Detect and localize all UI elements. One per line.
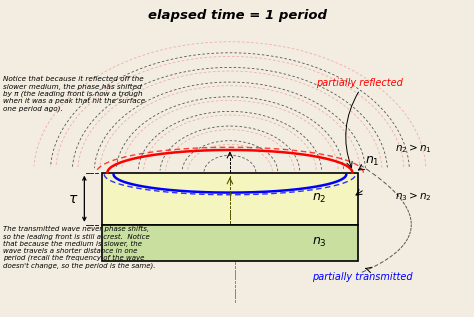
Text: Notice that because it reflected off the
slower medium, the phase has shifted
by: Notice that because it reflected off the… bbox=[3, 76, 146, 112]
Text: partially reflected: partially reflected bbox=[317, 78, 403, 88]
Text: $n_3 > n_2$: $n_3 > n_2$ bbox=[395, 190, 432, 203]
Text: $n_2 > n_1$: $n_2 > n_1$ bbox=[395, 143, 432, 155]
Text: elapsed time = 1 period: elapsed time = 1 period bbox=[147, 9, 327, 22]
Text: $n_1$: $n_1$ bbox=[365, 155, 379, 168]
Text: The transmitted wave never phase shifts,
so the leading front is still a crest. : The transmitted wave never phase shifts,… bbox=[3, 226, 155, 269]
Text: $n_2$: $n_2$ bbox=[312, 192, 327, 205]
Text: τ: τ bbox=[68, 192, 77, 206]
Bar bbox=[102, 173, 357, 225]
Text: partially transmitted: partially transmitted bbox=[312, 272, 412, 282]
Bar bbox=[102, 225, 357, 261]
Text: $n_3$: $n_3$ bbox=[312, 236, 327, 249]
